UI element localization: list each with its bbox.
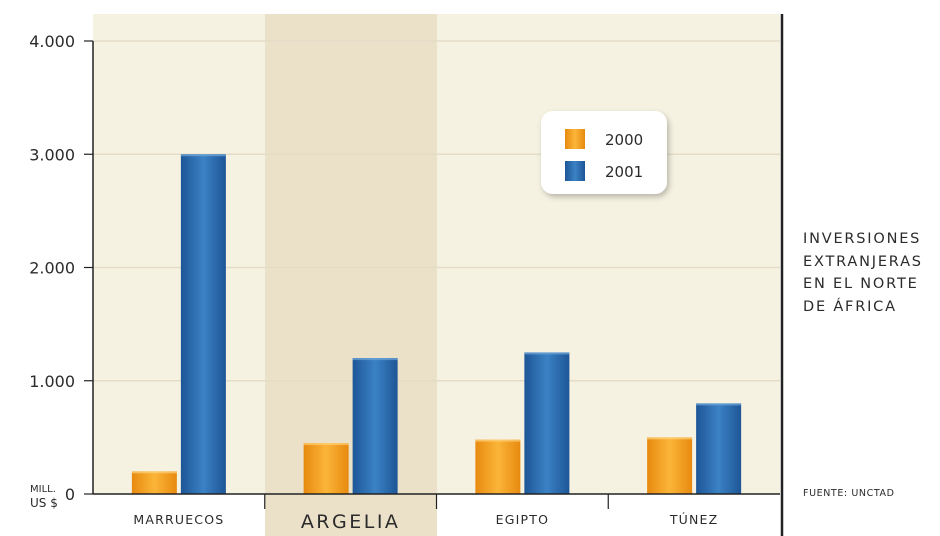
axes: [84, 14, 784, 536]
bar-top-highlight: [180, 154, 226, 157]
x-tick-label: TÚNEZ: [669, 512, 719, 527]
source-note: FUENTE: UNCTAD: [803, 488, 895, 499]
legend-label-2001: 2001: [605, 163, 643, 181]
legend-swatch-2000: [565, 129, 585, 149]
bar-top-highlight: [303, 443, 349, 446]
chart-title: INVERSIONES EXTRANJERAS EN EL NORTE DE Á…: [803, 231, 923, 315]
bar-top-highlight: [475, 439, 521, 442]
bar-2000-2: [475, 439, 521, 494]
x-tick-label: MARRUECOS: [133, 512, 224, 527]
bar-top-highlight: [696, 403, 742, 406]
y-tick-label: 4.000: [29, 32, 75, 51]
bar-2001-1: [352, 358, 398, 494]
legend-box: [541, 111, 667, 194]
bar-2000-0: [131, 471, 177, 494]
bar-2001-3: [696, 403, 742, 494]
bar-2000-3: [647, 437, 693, 494]
y-tick-label: 1.000: [29, 372, 75, 391]
legend: 2000 2001: [541, 111, 667, 194]
y-tick-label: 0: [65, 485, 75, 504]
bar-2001-0: [180, 154, 226, 494]
legend-swatch-2001: [565, 161, 585, 181]
bar-top-highlight: [524, 352, 570, 355]
y-unit-label-line2: US $: [30, 496, 58, 510]
bar-top-highlight: [131, 471, 177, 474]
x-tick-label: EGIPTO: [496, 512, 549, 527]
bar-2001-2: [524, 352, 570, 494]
highlight-band-argelia: [265, 14, 437, 536]
bars: [131, 154, 742, 494]
legend-label-2000: 2000: [605, 131, 643, 149]
y-unit-label-line1: MILL.: [30, 484, 56, 495]
bar-top-highlight: [647, 437, 693, 440]
y-tick-label: 3.000: [29, 145, 75, 164]
bar-2000-1: [303, 443, 349, 494]
y-tick-label: 2.000: [29, 259, 75, 278]
x-tick-label: ARGELIA: [301, 511, 401, 533]
bar-top-highlight: [352, 358, 398, 361]
axis-labels: 0 1.000 2.000 3.000 4.000 MILL.US $ MARRUECOS A…: [29, 32, 719, 533]
